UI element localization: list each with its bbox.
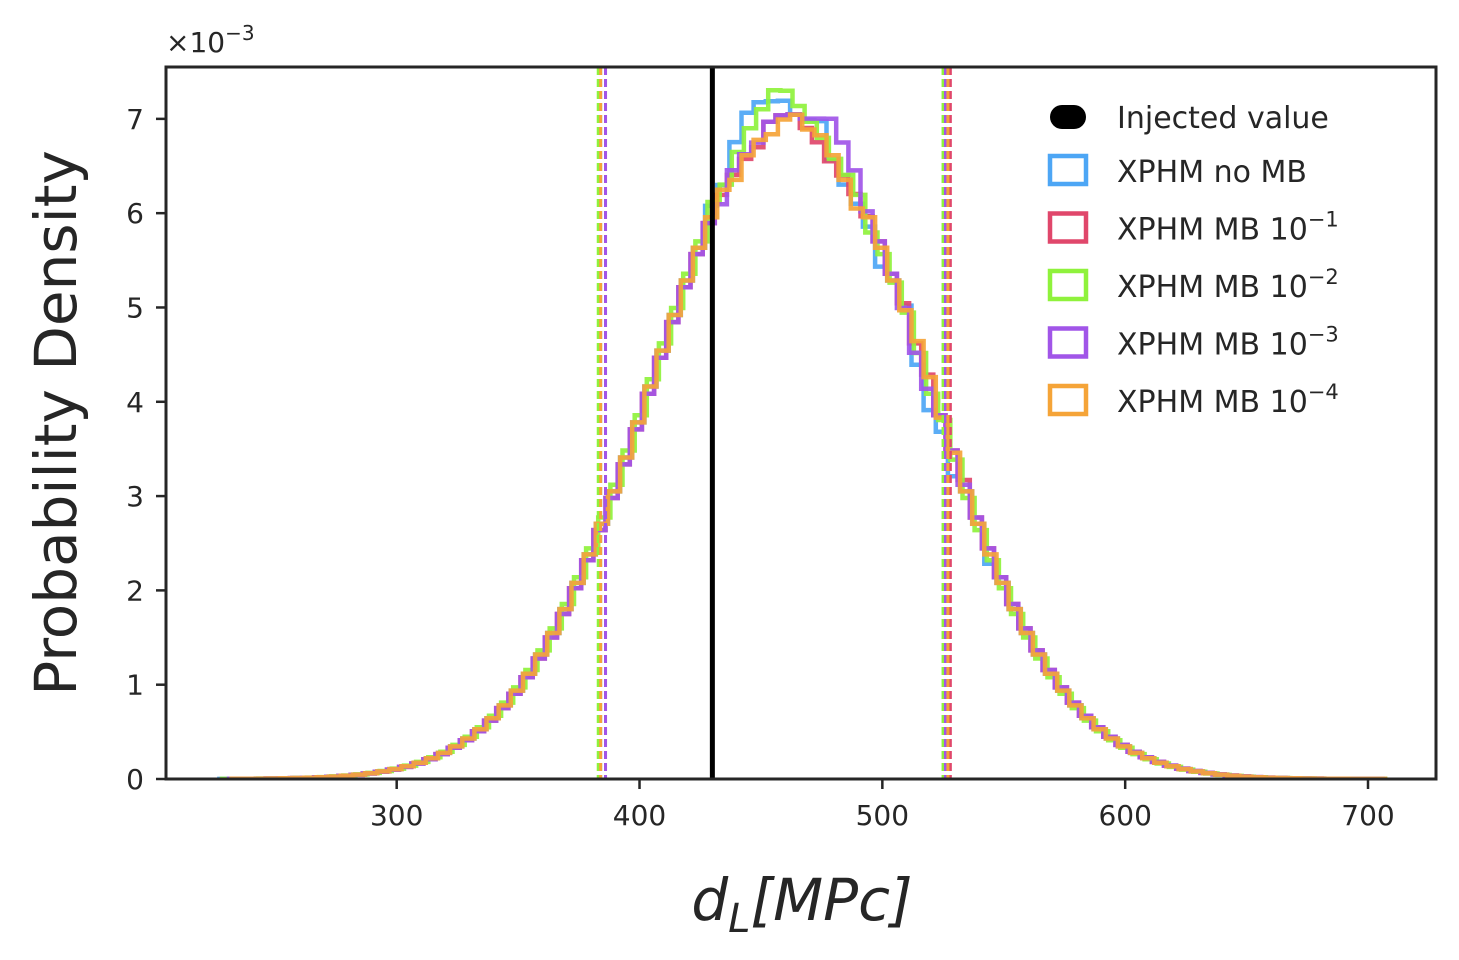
y-axis-ticks: 0 1 2 3 4 5 6 7	[126, 103, 166, 796]
x-axis-label: dL[MPc]	[691, 866, 912, 942]
x-tick-label: 300	[370, 799, 423, 832]
interval-lines-layer	[596, 67, 952, 779]
x-tick-label: 400	[613, 799, 666, 832]
x-tick-label: 600	[1098, 799, 1151, 832]
histogram-series-3	[219, 88, 1388, 779]
legend-swatch-5	[1047, 383, 1089, 417]
x-tick-label: 700	[1341, 799, 1394, 832]
legend-swatch-3	[1047, 268, 1089, 302]
y-tick-label: 4	[126, 386, 144, 419]
y-offset-text: ×10−3	[166, 21, 255, 59]
histogram-layer	[217, 88, 1388, 779]
y-tick-label: 3	[126, 480, 144, 513]
legend-label-2: XPHM MB 10−1	[1117, 208, 1339, 248]
plot-frame	[164, 65, 1438, 781]
legend-label-4: XPHM MB 10−3	[1117, 323, 1339, 363]
y-tick-label: 1	[126, 669, 144, 702]
legend-label-5: XPHM MB 10−4	[1117, 380, 1339, 420]
y-tick-label: 5	[126, 291, 144, 324]
y-tick-label: 6	[126, 197, 144, 230]
legend-label-3: XPHM MB 10−2	[1117, 265, 1339, 305]
legend-swatch-4	[1047, 326, 1089, 359]
y-tick-label: 7	[126, 103, 144, 136]
y-axis-label: Probability Density	[22, 150, 90, 696]
legend-swatch-1	[1047, 153, 1089, 187]
x-tick-label: 500	[856, 799, 909, 832]
legend-injected-marker	[1050, 105, 1086, 129]
legend-swatch-2	[1047, 211, 1089, 244]
histogram-series-5	[229, 112, 1388, 779]
y-tick-label: 0	[126, 763, 144, 796]
legend-label-injected: Injected value	[1117, 101, 1329, 136]
legend-label-1: XPHM no MB	[1117, 155, 1307, 190]
histogram-series-1	[217, 98, 1386, 779]
y-tick-label: 2	[126, 574, 144, 607]
legend: Injected value XPHM no MB XPHM MB 10−1 XPH…	[1047, 101, 1339, 420]
x-axis-ticks: 300 400 500 600 700	[370, 779, 1395, 832]
